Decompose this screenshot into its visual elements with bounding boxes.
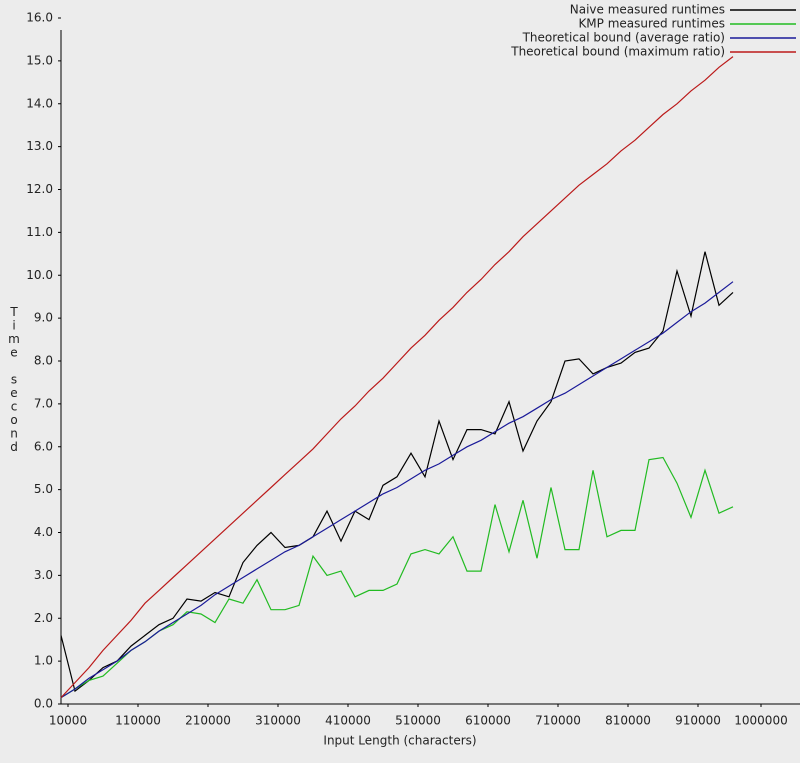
x-tick-label: 610000	[465, 714, 511, 728]
y-tick-label: 10.0	[26, 268, 53, 282]
legend-label: KMP measured runtimes	[578, 17, 725, 31]
x-tick-label: 810000	[605, 714, 651, 728]
y-tick-label: 11.0	[26, 225, 53, 239]
y-tick-label: 0.0	[34, 697, 53, 711]
legend-label: Theoretical bound (average ratio)	[522, 31, 725, 45]
y-tick-label: 1.0	[34, 654, 53, 668]
legend-label: Naive measured runtimes	[570, 3, 725, 17]
legend-label: Theoretical bound (maximum ratio)	[510, 45, 725, 59]
y-tick-label: 2.0	[34, 611, 53, 625]
y-tick-label: 8.0	[34, 354, 53, 368]
series-line	[60, 456, 734, 699]
y-tick-label: 9.0	[34, 311, 53, 325]
y-tick-label: 4.0	[34, 525, 53, 539]
series-line	[60, 56, 734, 699]
x-tick-label: 10000	[49, 714, 87, 728]
x-tick-label: 410000	[325, 714, 371, 728]
y-tick-label: 15.0	[26, 53, 53, 67]
y-tick-label: 7.0	[34, 396, 53, 410]
y-tick-label: 13.0	[26, 139, 53, 153]
x-tick-label: 110000	[115, 714, 161, 728]
y-tick-label: 5.0	[34, 482, 53, 496]
y-tick-label: 12.0	[26, 182, 53, 196]
x-tick-label: 910000	[675, 714, 721, 728]
x-tick-label: 310000	[255, 714, 301, 728]
x-tick-label: 510000	[395, 714, 441, 728]
x-tick-label: 710000	[535, 714, 581, 728]
x-tick-label: 210000	[185, 714, 231, 728]
y-tick-label: 16.0	[26, 11, 53, 25]
x-tick-label: 1000000	[734, 714, 787, 728]
x-axis-label: Input Length (characters)	[323, 734, 476, 748]
y-tick-label: 14.0	[26, 96, 53, 110]
y-tick-label: 6.0	[34, 439, 53, 453]
series-line	[60, 251, 734, 693]
series-line	[60, 281, 734, 699]
y-tick-label: 3.0	[34, 568, 53, 582]
